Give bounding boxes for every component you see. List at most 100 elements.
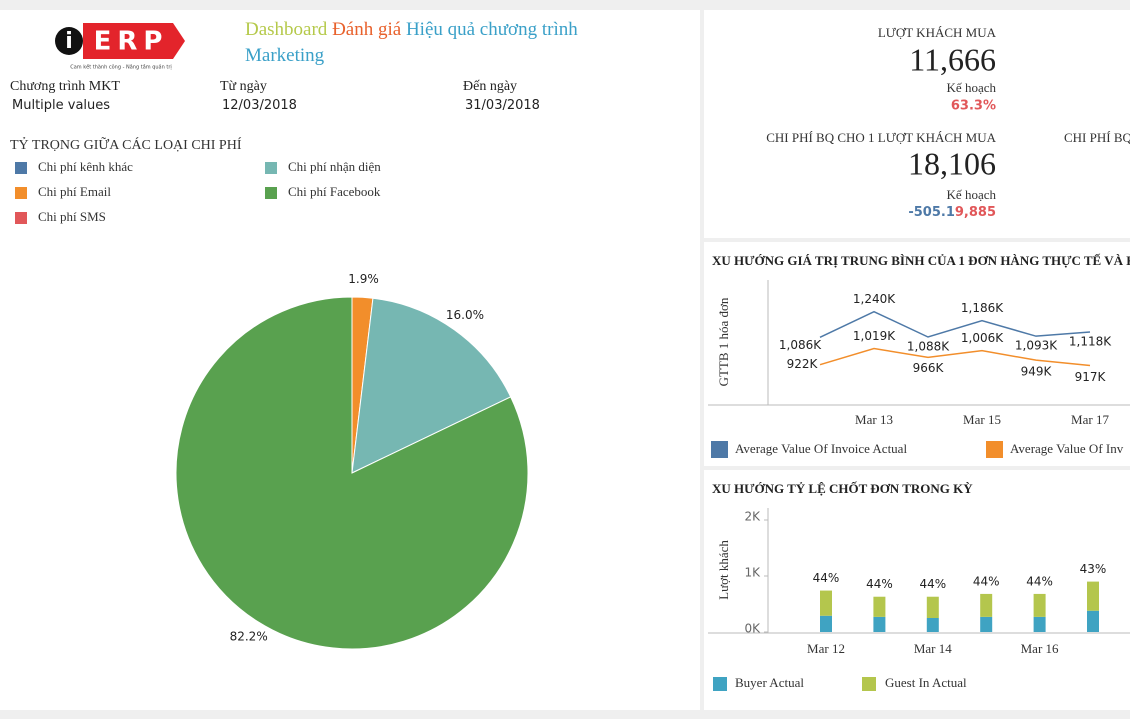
x-tick-label: Mar 17 [1071, 412, 1109, 427]
kpi-plan-label: Kế hoạch [947, 80, 997, 95]
page-title: Dashboard Đánh giá Hiệu quả chương trình… [245, 17, 635, 69]
kpi-label: CHI PHÍ BQ [1064, 130, 1130, 145]
rate-label: 44% [1026, 574, 1053, 588]
filter-label: Từ ngày [220, 79, 267, 94]
data-label: 1.9% [348, 272, 379, 286]
bar-segment [926, 618, 939, 632]
logo-tagline: Cam kết thành công - Nâng tầm quản trị [70, 63, 172, 71]
x-tick-label: Mar 12 [807, 641, 845, 656]
rate-label: 43% [1080, 562, 1107, 576]
data-label: 1,240K [853, 292, 896, 306]
legend-swatch [265, 187, 277, 199]
legend-swatch [862, 677, 876, 691]
title-part: Đánh giá [332, 19, 402, 40]
bar-segment [820, 590, 832, 616]
kpi-plan: 63.3% [951, 99, 996, 114]
chart-title: TỶ TRỌNG GIỮA CÁC LOẠI CHI PHÍ [10, 136, 242, 153]
x-tick-label: Mar 16 [1021, 641, 1059, 656]
legend-swatch [986, 441, 1003, 458]
kpi-plan: -505.19,885 [908, 205, 996, 220]
bar-segment [873, 616, 886, 632]
legend-swatch [265, 162, 277, 174]
filter-value[interactable]: 31/03/2018 [465, 98, 540, 113]
legend-label: Chi phí kênh khác [38, 159, 133, 174]
logo-text: ERP [94, 27, 169, 57]
kpi-label: LƯỢT KHÁCH MUA [878, 25, 997, 40]
rate-label: 44% [866, 577, 893, 591]
kpi-plan-part: -505.1 [908, 205, 955, 220]
bar-panel: XU HƯỚNG TỶ LỆ CHỐT ĐƠN TRONG KỲ Lượt kh… [704, 470, 1130, 710]
kpis: LƯỢT KHÁCH MUA 11,666 Kế hoạch 63.3% CHI… [766, 25, 1130, 220]
chart-title: XU HƯỚNG TỶ LỆ CHỐT ĐƠN TRONG KỲ [712, 481, 973, 496]
legend-swatch [713, 677, 727, 691]
data-label: 917K [1075, 370, 1107, 384]
bar-segment [873, 596, 886, 617]
bar-segment [820, 615, 832, 632]
line-series [819, 347, 1091, 367]
filter-label: Đến ngày [463, 79, 518, 94]
legend-label: Chi phí nhận diện [288, 159, 381, 174]
bar-chart: XU HƯỚNG TỶ LỆ CHỐT ĐƠN TRONG KỲ Lượt kh… [708, 481, 1130, 691]
bar-segment [1087, 610, 1099, 632]
y-tick-label: 2K [744, 510, 761, 524]
legend-label: Average Value Of Inv [1010, 441, 1124, 456]
data-label: 1,006K [961, 331, 1004, 345]
kpi-panel: LƯỢT KHÁCH MUA 11,666 Kế hoạch 63.3% CHI… [704, 10, 1130, 238]
bar-segment [1033, 593, 1046, 617]
legend-label: Average Value Of Invoice Actual [735, 441, 907, 456]
filter-value[interactable]: Multiple values [12, 98, 111, 113]
data-label: 1,088K [907, 340, 950, 354]
legend-swatch [15, 187, 27, 199]
legend-swatch [711, 441, 728, 458]
line-chart: XU HƯỚNG GIÁ TRỊ TRUNG BÌNH CỦA 1 ĐƠN HÀ… [708, 253, 1130, 458]
data-label: 82.2% [230, 630, 268, 644]
title-part: Hiệu quả chương trình Marketing [245, 19, 578, 66]
data-label: 1,086K [779, 338, 822, 352]
legend-label: Chi phí Facebook [288, 184, 381, 199]
kpi-value: 18,106 [908, 145, 996, 181]
data-label: 1,019K [853, 329, 896, 343]
kpi-plan-label: Kế hoạch [947, 187, 997, 202]
x-tick-label: Mar 14 [914, 641, 952, 656]
line-panel: XU HƯỚNG GIÁ TRỊ TRUNG BÌNH CỦA 1 ĐƠN HÀ… [704, 242, 1130, 466]
bar-segment [926, 596, 939, 618]
y-tick-label: 1K [744, 566, 761, 580]
pie-chart: TỶ TRỌNG GIỮA CÁC LOẠI CHI PHÍ Chi phí E… [10, 136, 529, 650]
bar-segment [1033, 616, 1046, 632]
bar-segment [1087, 581, 1099, 611]
bar-segment [980, 593, 993, 617]
logo: i ERP Cam kết thành công - Nâng tầm quản… [55, 23, 185, 71]
line-series [819, 310, 1091, 339]
data-label: 1,118K [1069, 335, 1112, 349]
data-label: 966K [913, 361, 945, 375]
y-tick-label: 0K [744, 622, 761, 636]
rate-label: 44% [813, 571, 840, 585]
legend-label: Guest In Actual [885, 675, 967, 690]
x-tick-label: Mar 13 [855, 412, 893, 427]
pie-slice [175, 296, 529, 650]
rate-label: 44% [973, 574, 1000, 588]
logo-mark: i [65, 29, 73, 54]
chart-title: XU HƯỚNG GIÁ TRỊ TRUNG BÌNH CỦA 1 ĐƠN HÀ… [712, 253, 1130, 268]
data-label: 1,093K [1015, 339, 1058, 353]
data-label: 922K [787, 357, 819, 371]
kpi-label: CHI PHÍ BQ CHO 1 LƯỢT KHÁCH MUA [766, 130, 996, 145]
logo-shape [83, 23, 185, 59]
data-label: 1,186K [961, 301, 1004, 315]
data-label: 949K [1021, 365, 1053, 379]
legend-swatch [15, 162, 27, 174]
filter-value[interactable]: 12/03/2018 [222, 98, 297, 113]
pie-slice [351, 297, 512, 474]
legend-label: Chi phí SMS [38, 209, 106, 224]
legend-label: Buyer Actual [735, 675, 804, 690]
kpi-plan-part: 9,885 [955, 205, 996, 220]
x-tick-label: Mar 15 [963, 412, 1001, 427]
legend-label: Chi phí Email [38, 184, 111, 199]
data-label: 16.0% [446, 308, 484, 322]
logo-circle [55, 27, 83, 55]
rate-label: 44% [919, 577, 946, 591]
bar-segment [980, 616, 993, 632]
y-axis-label: GTTB 1 hóa đơn [716, 297, 731, 386]
y-axis-label: Lượt khách [716, 540, 731, 600]
